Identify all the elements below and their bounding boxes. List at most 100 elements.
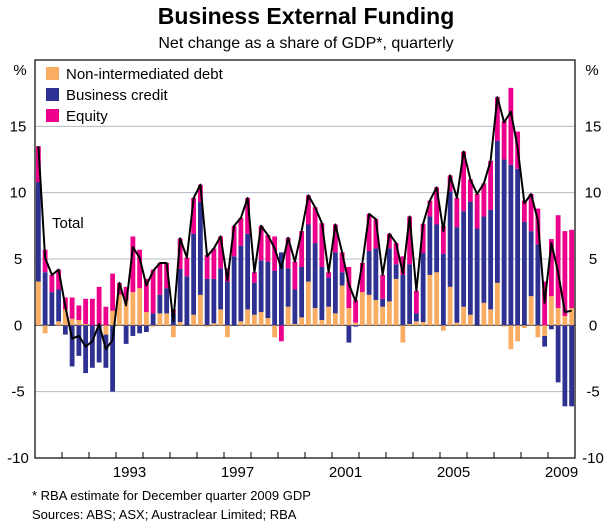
bar-credit (89, 325, 95, 368)
total-line (37, 96, 572, 351)
footnote-sources: Sources: ABS; ASX; Austraclear Limited; … (32, 507, 297, 522)
y-tick-label-right: 0 (589, 317, 597, 334)
bar-credit (346, 325, 352, 343)
bar-credit (535, 244, 541, 326)
bar-equity (440, 225, 446, 254)
bar-equity (319, 223, 325, 267)
bar-credit (83, 325, 89, 374)
bar-credit (413, 313, 419, 322)
bar-debt (339, 285, 345, 326)
legend-swatch-equity (46, 109, 59, 122)
bar-credit (130, 325, 136, 336)
bar-equity (56, 269, 62, 290)
bar-credit (197, 201, 203, 295)
bar-equity (191, 197, 197, 234)
bar-credit (501, 159, 507, 326)
bar-debt (346, 308, 352, 326)
bar-debt (224, 325, 230, 338)
bar-debt (285, 306, 291, 326)
bar-debt (515, 325, 521, 342)
bar-credit (278, 252, 284, 326)
bar-credit (474, 228, 480, 326)
bar-credit (110, 325, 116, 392)
bar-debt (143, 312, 149, 326)
legend-label-credit: Business credit (66, 87, 169, 104)
bar-debt (319, 320, 325, 326)
bar-equity (184, 257, 190, 277)
bar-debt (535, 325, 541, 338)
bar-equity (204, 255, 210, 279)
bar-debt (494, 282, 500, 326)
bar-credit (542, 335, 548, 347)
bar-debt (272, 325, 278, 338)
bar-equity (164, 262, 170, 289)
bar-debt (393, 278, 399, 326)
bar-credit (245, 233, 251, 310)
bar-equity (211, 248, 217, 279)
bar-debt (245, 309, 251, 326)
bar-equity (393, 243, 399, 265)
y-tick-label-left: 0 (14, 317, 22, 334)
bar-credit (49, 292, 55, 326)
bar-equity (69, 297, 75, 319)
bar-equity (555, 215, 561, 309)
bar-credit (299, 266, 305, 318)
bar-credit (211, 278, 217, 324)
bar-credit (494, 140, 500, 283)
bar-equity (312, 207, 318, 244)
bar-credit (521, 221, 527, 326)
y-tick-label-left: 10 (10, 185, 27, 202)
x-tick-label: 1997 (221, 464, 254, 481)
bar-equity (494, 97, 500, 141)
bar-credit (312, 243, 318, 309)
bar-debt (521, 325, 527, 328)
bar-credit (467, 201, 473, 315)
bar-debt (150, 325, 156, 327)
bar-credit (184, 276, 190, 326)
bar-equity (474, 193, 480, 229)
bar-credit (319, 266, 325, 321)
bar-credit (137, 325, 143, 334)
bar-credit (164, 288, 170, 314)
bar-equity (83, 298, 89, 325)
bar-debt (218, 309, 224, 326)
bar-debt (191, 314, 197, 326)
bar-credit (447, 191, 453, 287)
bar-debt (440, 325, 446, 331)
y-tick-label-left: -10 (7, 450, 29, 467)
bar-credit (454, 227, 460, 323)
bar-equity (251, 272, 257, 283)
bar-equity (380, 274, 386, 299)
bar-equity (413, 290, 419, 314)
bar-equity (461, 151, 467, 212)
footnote-gdp: * RBA estimate for December quarter 2009… (32, 488, 311, 503)
bar-equity (238, 217, 244, 246)
x-tick-label: 2001 (329, 464, 362, 481)
bar-debt (76, 320, 82, 326)
bar-debt (258, 312, 264, 326)
bar-equity (528, 193, 534, 232)
bar-equity (488, 160, 494, 210)
bar-credit (238, 245, 244, 322)
bar-credit (407, 264, 413, 325)
y-unit-right: % (585, 62, 598, 79)
total-annotation: Total (52, 215, 84, 232)
bar-equity (76, 305, 82, 321)
bar-equity (231, 225, 237, 257)
bar-debt (238, 321, 244, 326)
bar-credit (224, 281, 230, 326)
bar-credit (353, 325, 359, 327)
bar-credit (42, 272, 48, 326)
bar-equity (89, 298, 95, 326)
bar-credit (373, 248, 379, 301)
bar-equity (373, 219, 379, 249)
y-tick-label-right: -5 (586, 384, 599, 401)
bar-credit (56, 289, 62, 322)
bar-debt (508, 325, 514, 350)
bar-equity (49, 274, 55, 293)
y-tick-label-right: 10 (585, 185, 602, 202)
bar-debt (299, 317, 305, 326)
bar-credit (434, 224, 440, 273)
x-tick-label: 1993 (113, 464, 146, 481)
bar-equity (454, 197, 460, 228)
